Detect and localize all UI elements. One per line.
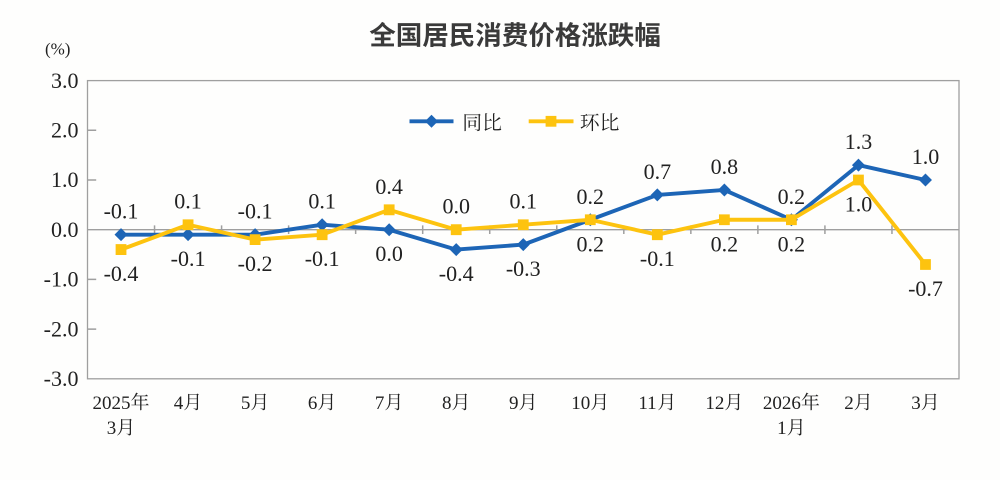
svg-text:9: 9 bbox=[509, 393, 519, 414]
svg-text:-0.1: -0.1 bbox=[640, 246, 675, 271]
svg-text:0.0: 0.0 bbox=[51, 217, 79, 242]
svg-text:-0.3: -0.3 bbox=[506, 256, 541, 281]
svg-text:0.7: 0.7 bbox=[644, 159, 672, 184]
svg-text:1: 1 bbox=[777, 418, 787, 439]
svg-text:2: 2 bbox=[844, 393, 854, 414]
svg-text:0.0: 0.0 bbox=[442, 194, 470, 219]
svg-text:0.1: 0.1 bbox=[510, 189, 538, 214]
svg-text:11: 11 bbox=[638, 393, 656, 414]
svg-text:10: 10 bbox=[571, 393, 590, 414]
svg-text:0.8: 0.8 bbox=[711, 154, 739, 179]
svg-text:-0.2: -0.2 bbox=[238, 251, 273, 276]
svg-text:0.2: 0.2 bbox=[577, 184, 605, 209]
svg-text:1.3: 1.3 bbox=[845, 129, 873, 154]
svg-text:3: 3 bbox=[107, 418, 117, 439]
svg-text:0.2: 0.2 bbox=[778, 184, 806, 209]
svg-text:2.0: 2.0 bbox=[51, 118, 79, 143]
svg-text:0.1: 0.1 bbox=[308, 189, 336, 214]
svg-text:1.0: 1.0 bbox=[912, 144, 940, 169]
svg-text:1.0: 1.0 bbox=[51, 167, 79, 192]
svg-text:7: 7 bbox=[375, 393, 385, 414]
svg-text:-1.0: -1.0 bbox=[44, 267, 79, 292]
svg-text:6: 6 bbox=[308, 393, 318, 414]
svg-text:-2.0: -2.0 bbox=[44, 316, 79, 341]
svg-text:-0.7: -0.7 bbox=[908, 276, 943, 301]
svg-text:-0.1: -0.1 bbox=[104, 199, 139, 224]
svg-text:0.2: 0.2 bbox=[778, 231, 806, 256]
svg-text:0.4: 0.4 bbox=[375, 174, 403, 199]
svg-text:-0.1: -0.1 bbox=[305, 246, 340, 271]
svg-text:-0.1: -0.1 bbox=[171, 246, 206, 271]
svg-text:5: 5 bbox=[241, 393, 251, 414]
svg-text:-3.0: -3.0 bbox=[44, 366, 79, 391]
svg-text:-0.1: -0.1 bbox=[238, 199, 273, 224]
svg-text:0.2: 0.2 bbox=[711, 231, 739, 256]
svg-text:-0.4: -0.4 bbox=[439, 261, 474, 286]
svg-text:2025: 2025 bbox=[93, 393, 131, 414]
svg-text:-0.4: -0.4 bbox=[104, 261, 139, 286]
svg-text:3: 3 bbox=[911, 393, 921, 414]
svg-text:0.1: 0.1 bbox=[174, 189, 202, 214]
svg-text:1.0: 1.0 bbox=[845, 192, 873, 217]
svg-text:4: 4 bbox=[174, 393, 184, 414]
svg-text:(%): (%) bbox=[45, 40, 70, 59]
svg-text:8: 8 bbox=[442, 393, 452, 414]
svg-text:2026: 2026 bbox=[763, 393, 801, 414]
svg-text:3.0: 3.0 bbox=[51, 68, 79, 93]
svg-text:0.2: 0.2 bbox=[577, 231, 605, 256]
svg-text:0.0: 0.0 bbox=[375, 241, 403, 266]
svg-text:12: 12 bbox=[705, 393, 724, 414]
